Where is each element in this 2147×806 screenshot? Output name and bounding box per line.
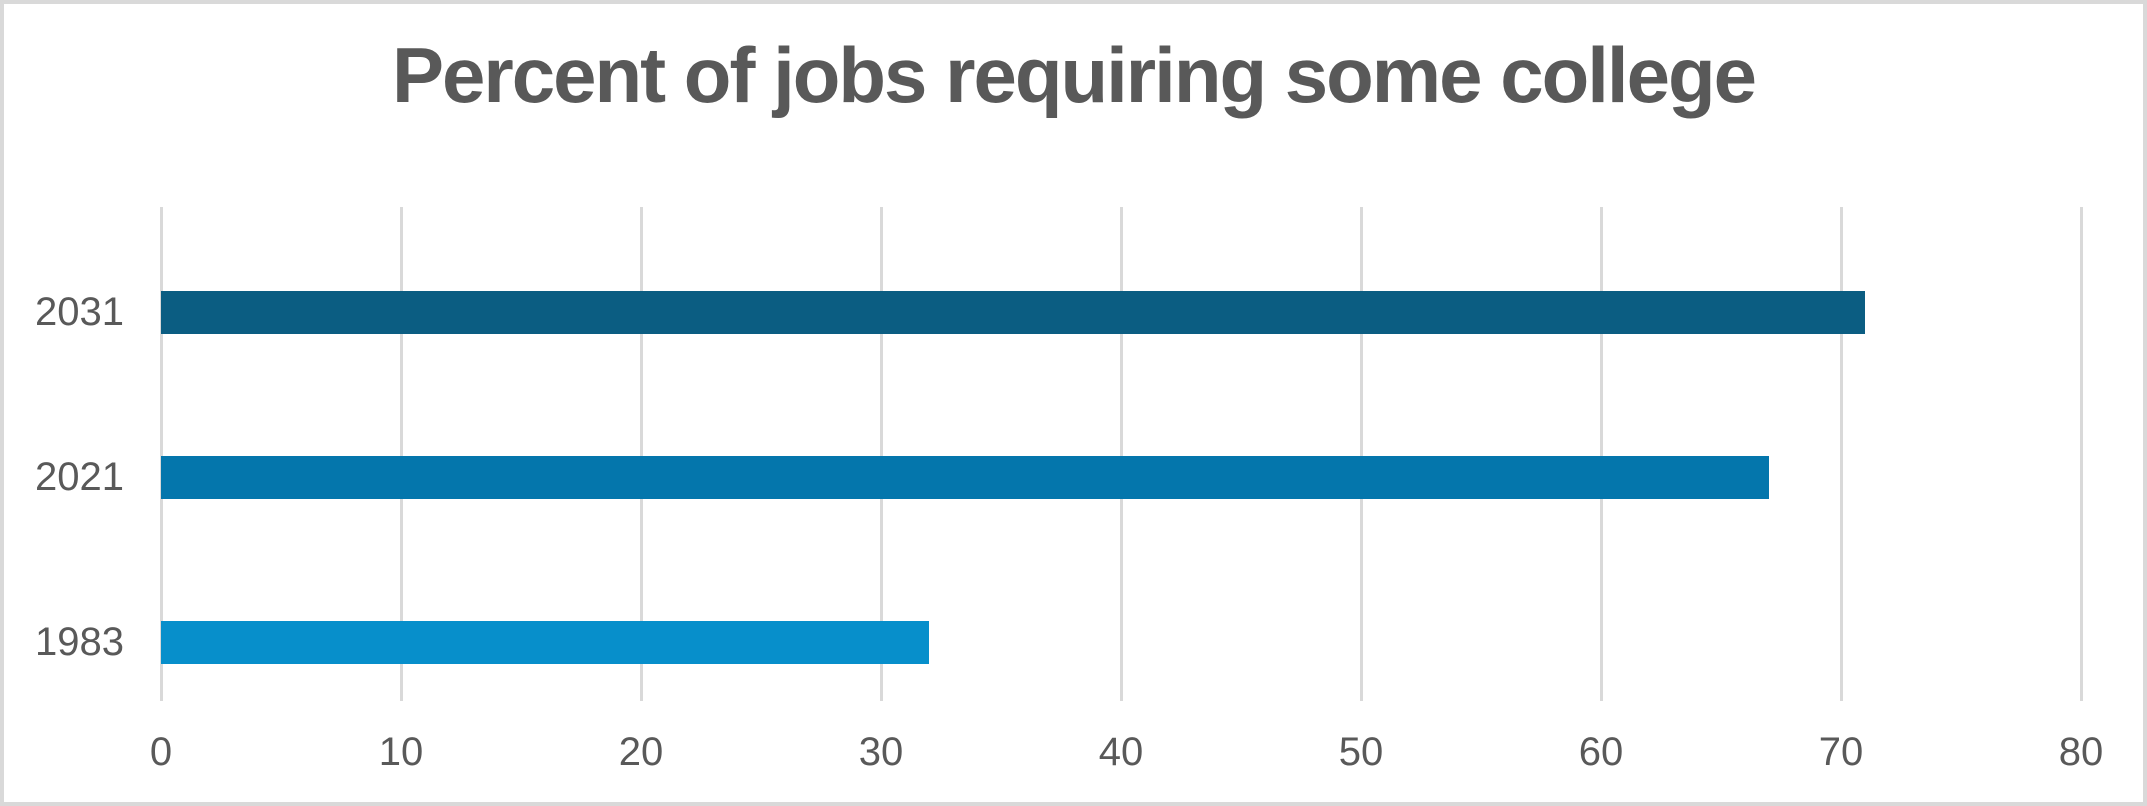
- bar-2031: [161, 291, 1865, 334]
- gridline: [879, 207, 883, 701]
- gridline: [2079, 207, 2083, 701]
- x-tick-label-50: 50: [1338, 730, 1384, 774]
- x-tick-label-30: 30: [858, 730, 904, 774]
- chart-title: Percent of jobs requiring some college: [391, 31, 1757, 119]
- y-axis-label-2031: 2031: [35, 290, 124, 334]
- y-axis-line: [159, 207, 163, 701]
- x-tick-label-70: 70: [1818, 730, 1864, 774]
- x-tick-label-0: 0: [149, 730, 173, 774]
- x-axis-labels: 0 10 20 30 40 50 60 70 80: [150, 730, 2103, 780]
- x-tick-label-20: 20: [618, 730, 664, 774]
- gridline: [1359, 207, 1363, 701]
- gridline: [1119, 207, 1123, 701]
- gridline: [1839, 207, 1843, 701]
- y-axis-labels: 2031 2021 1983: [8, 207, 138, 701]
- x-tick-label-10: 10: [378, 730, 424, 774]
- gridline: [1599, 207, 1603, 701]
- plot-area: [159, 207, 2083, 701]
- bar-1983: [161, 621, 929, 664]
- x-tick-label-80: 80: [2058, 730, 2104, 774]
- x-tick-label-60: 60: [1578, 730, 1624, 774]
- x-tick-label-40: 40: [1098, 730, 1144, 774]
- gridline: [399, 207, 403, 701]
- y-axis-label-1983: 1983: [35, 620, 124, 664]
- gridline: [639, 207, 643, 701]
- y-axis-label-2021: 2021: [35, 455, 124, 499]
- bar-2021: [161, 456, 1769, 499]
